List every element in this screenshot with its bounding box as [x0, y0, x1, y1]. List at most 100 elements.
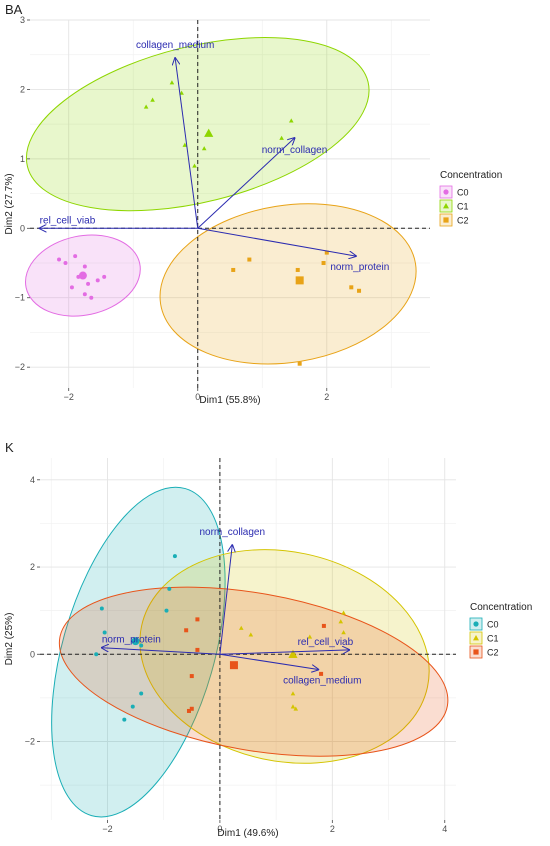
confidence-ellipse-c1: [25, 37, 370, 212]
data-point: [63, 261, 68, 266]
data-point: [195, 617, 200, 622]
x-tick-label: 2: [324, 392, 329, 402]
data-point: [324, 250, 329, 255]
data-point: [238, 625, 244, 630]
arrow-line: [219, 653, 318, 669]
y-tick-label: 3: [20, 15, 25, 25]
legend-marker: [443, 189, 449, 195]
data-point: [89, 295, 94, 300]
data-point: [86, 281, 91, 286]
series-c0: [94, 554, 177, 722]
data-point: [57, 257, 62, 262]
centroid-point: [131, 637, 140, 646]
legend-title: Concentration: [470, 602, 532, 613]
arrow-line: [197, 138, 295, 229]
data-point: [99, 606, 104, 611]
y-tick-label: 0: [20, 223, 25, 233]
loading-arrow-norm-collagen: norm_collagen: [199, 527, 265, 655]
data-point: [95, 278, 100, 283]
data-point: [102, 630, 107, 635]
y-tick-label: 2: [30, 562, 35, 572]
data-point: [231, 267, 236, 272]
legend-title: Concentration: [440, 170, 502, 181]
legend-marker: [473, 649, 479, 655]
y-axis-title: Dim2 (27.7%): [4, 173, 15, 234]
panel-label: BA: [5, 2, 23, 17]
x-tick-label: 2: [330, 824, 335, 834]
arrow-label: norm_protein: [330, 262, 389, 273]
data-point: [69, 285, 74, 290]
data-point: [130, 704, 135, 709]
legend-label: C0: [457, 188, 469, 198]
loading-arrow-collagen-medium: collagen_medium: [136, 40, 214, 229]
arrow-line: [219, 545, 232, 655]
centroid-point: [295, 276, 304, 285]
panel-ba: BA collagen_medium norm_collagen rel_cell_v…: [4, 2, 502, 406]
data-point: [201, 146, 207, 151]
arrow-line: [197, 227, 356, 256]
grid: [30, 19, 430, 388]
data-point: [338, 619, 344, 624]
series-c2: [231, 250, 362, 366]
data-point: [357, 288, 362, 293]
x-tick-label: −2: [102, 824, 112, 834]
data-point: [297, 361, 302, 366]
data-point: [307, 634, 313, 639]
confidence-ellipse-c1: [139, 549, 430, 764]
axes: −2 0 2 4 −2 0 2 4: [25, 475, 448, 834]
data-point: [139, 691, 144, 696]
data-point: [94, 652, 99, 657]
legend-item-c0: C0: [469, 617, 499, 631]
data-point: [82, 292, 87, 297]
data-point: [143, 104, 149, 109]
data-point: [288, 118, 294, 123]
y-tick-label: −2: [25, 736, 35, 746]
legend-item-c1: C1: [439, 199, 469, 213]
legend-item-c0: C0: [439, 185, 469, 199]
arrow-line: [102, 648, 220, 655]
data-point: [293, 706, 299, 711]
loading-arrow-collagen-medium: collagen_medium: [219, 653, 361, 687]
y-axis-title: Dim2 (25%): [4, 613, 15, 666]
data-point: [164, 608, 169, 613]
loading-arrow-rel-cell-viab: rel_cell_viab: [40, 215, 198, 228]
arrow-line: [175, 58, 199, 229]
legend: Concentration C0 C1 C2: [469, 602, 532, 659]
data-point: [341, 610, 346, 615]
data-point: [169, 80, 175, 85]
centroid-point: [288, 649, 298, 658]
data-point: [102, 274, 107, 279]
data-point: [150, 97, 155, 102]
legend-label: C1: [487, 634, 499, 644]
arrow-label: collagen_medium: [283, 676, 361, 687]
x-tick-label: 0: [217, 824, 222, 834]
series-c2: [184, 617, 326, 713]
series-c0: [57, 254, 107, 300]
data-point: [247, 257, 252, 262]
legend-label: C0: [487, 620, 499, 630]
data-point: [172, 554, 177, 559]
data-point: [248, 632, 254, 637]
loading-arrow-norm-protein: norm_protein: [197, 227, 389, 273]
data-point: [192, 163, 197, 168]
legend-item-c2: C2: [469, 645, 499, 659]
data-point: [139, 643, 144, 648]
y-tick-label: 2: [20, 84, 25, 94]
data-point: [122, 717, 127, 722]
data-point: [182, 142, 188, 147]
arrow-label: collagen_medium: [136, 40, 214, 51]
legend-marker: [443, 217, 449, 223]
data-point: [321, 623, 326, 628]
x-tick-label: 4: [442, 824, 447, 834]
data-point: [189, 674, 194, 679]
data-point: [184, 628, 189, 633]
legend-marker: [473, 635, 479, 641]
arrow-label: rel_cell_viab: [40, 215, 96, 226]
series-c1: [143, 80, 294, 168]
legend: Concentration C0 C1 C2: [439, 170, 502, 227]
arrow-line: [219, 650, 349, 655]
x-axis-title: Dim1 (55.8%): [199, 395, 260, 406]
y-tick-label: −2: [15, 362, 25, 372]
